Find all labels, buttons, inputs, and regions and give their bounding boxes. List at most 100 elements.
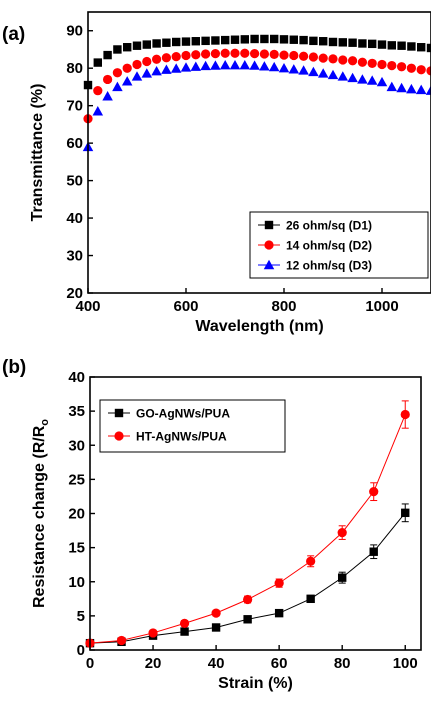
data-point [132, 59, 142, 70]
data-point [220, 48, 230, 58]
y-tick-label: 40 [66, 210, 83, 227]
y-tick-label: 90 [66, 23, 83, 40]
y-tick-label: 20 [66, 285, 83, 302]
x-tick-label: 60 [271, 655, 288, 672]
data-point [116, 635, 127, 646]
data-point [219, 59, 231, 70]
data-point [123, 43, 132, 52]
legend-marker [114, 408, 124, 418]
data-point [328, 54, 338, 64]
y-tick-label: 25 [68, 471, 85, 488]
data-point [377, 40, 387, 49]
data-point [260, 34, 269, 44]
panel-a-x-axis-title: Wavelength (nm) [195, 318, 323, 335]
legend-marker [264, 220, 274, 230]
data-point [306, 556, 316, 566]
data-point [211, 36, 220, 45]
panel-a-legend: 26 ohm/sq (D1) 14 ohm/sq (D2) 12 ohm/sq (D… [249, 211, 429, 279]
data-point [401, 508, 410, 518]
data-point [327, 69, 339, 80]
data-point [240, 35, 249, 44]
series-circle [85, 400, 410, 648]
data-point [181, 37, 191, 46]
data-point [161, 64, 172, 74]
data-point [298, 51, 309, 61]
y-tick-label: 10 [68, 574, 85, 591]
y-tick-label: 30 [66, 248, 83, 265]
data-point [132, 41, 142, 50]
data-point [242, 594, 253, 605]
data-point [347, 56, 358, 66]
x-tick-label: 20 [145, 655, 162, 672]
series-circle [83, 48, 431, 124]
legend-marker [264, 240, 274, 250]
panel-b-ticks: 0 20 40 60 80 100 0 5 10 15 20 25 30 35 40 [68, 369, 417, 672]
data-point [142, 56, 152, 67]
legend-box [99, 399, 286, 453]
data-point [369, 547, 378, 556]
data-point [319, 37, 328, 46]
data-point [289, 35, 298, 44]
data-point [338, 55, 348, 65]
data-point [121, 76, 133, 86]
data-point [112, 81, 123, 92]
data-point [113, 45, 122, 54]
data-point [93, 58, 102, 67]
data-point [151, 65, 162, 76]
data-point [318, 53, 328, 63]
panel-b-legend: GO-AgNWs/PUA HT-AgNWs/PUA [99, 399, 286, 453]
data-point [367, 58, 377, 68]
data-point [425, 85, 431, 95]
data-point [416, 65, 426, 75]
panel-b-x-axis-title: Strain (%) [218, 675, 293, 692]
data-point [269, 49, 279, 59]
panel-b-data-marks [85, 400, 410, 648]
data-point [259, 49, 270, 59]
data-point [250, 34, 259, 44]
data-point [200, 60, 211, 71]
y-tick-label: 15 [68, 540, 85, 557]
series-square [85, 503, 410, 648]
data-point [191, 37, 200, 46]
data-point [400, 409, 410, 420]
data-point [426, 43, 431, 53]
x-tick-label: 600 [173, 298, 198, 315]
panel-b-resistance-chart: (b) 0 20 40 60 80 100 0 5 10 15 20 25 30 35 40 Strain … [2, 357, 422, 692]
data-point [415, 84, 427, 95]
data-point [229, 59, 241, 70]
data-point [417, 43, 426, 52]
data-point [317, 68, 329, 78]
data-point [387, 41, 396, 50]
panel-b-plot-frame [89, 376, 422, 651]
data-point [93, 86, 103, 96]
data-point [191, 50, 201, 60]
x-tick-label: 1000 [365, 298, 398, 315]
y-tick-label: 80 [66, 60, 83, 77]
data-point [377, 59, 387, 70]
data-point [347, 72, 358, 83]
x-tick-label: 400 [75, 298, 100, 315]
data-point [112, 68, 123, 78]
data-point [278, 62, 290, 73]
data-point [170, 63, 182, 73]
panel-a-y-axis-title: Transmittance (%) [29, 84, 46, 222]
legend-entry: 14 ohm/sq (D2) [286, 239, 372, 253]
data-point [181, 50, 191, 61]
data-point [328, 37, 338, 47]
data-point [289, 50, 299, 61]
data-point [337, 527, 347, 538]
panel-a-plot-frame [87, 11, 431, 294]
legend-marker [263, 259, 275, 270]
data-point [386, 81, 398, 92]
legend-entry: HT-AgNWs/PUA [136, 430, 227, 444]
data-point [279, 50, 289, 60]
data-point [148, 628, 158, 638]
data-point [274, 608, 284, 618]
data-point [298, 65, 309, 75]
panel-a-data-marks [82, 34, 431, 152]
data-point [337, 71, 349, 81]
data-point [152, 39, 161, 48]
data-point [406, 83, 417, 94]
data-point [239, 59, 251, 70]
panel-b-y-axis-title-main: Resistance change (R/R [31, 425, 48, 608]
